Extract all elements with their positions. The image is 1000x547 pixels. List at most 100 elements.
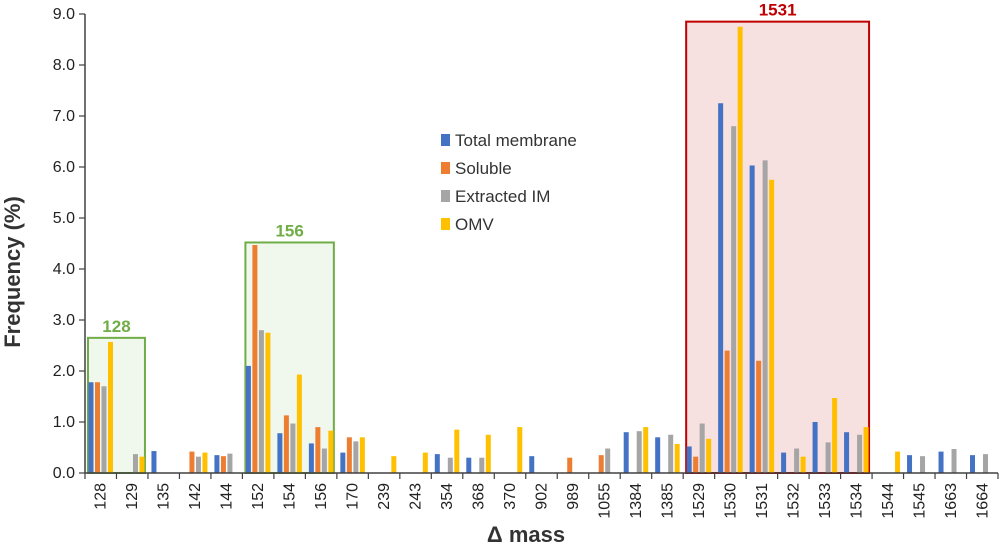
bars (88, 26, 989, 473)
legend-swatch (441, 162, 450, 174)
x-tick-label: 1385 (659, 483, 676, 519)
bar-total-membrane-154 (277, 433, 283, 473)
bar-omv-370 (517, 427, 523, 473)
y-tick-label: 0.0 (53, 465, 75, 482)
bar-soluble-170 (346, 437, 352, 473)
bar-extracted-im-128 (101, 386, 107, 473)
bar-extracted-im-1664 (983, 454, 989, 473)
legend-label: Total membrane (455, 131, 577, 150)
x-tick-label: 1544 (880, 483, 897, 519)
bar-extracted-im-1534 (857, 434, 863, 473)
region-label-128: 128 (102, 317, 130, 336)
y-tick-label: 6.0 (53, 159, 75, 176)
x-tick-label: 902 (534, 483, 551, 510)
highlight-region-1531 (685, 20, 871, 475)
bar-soluble-156 (315, 427, 321, 473)
y-tick-label: 1.0 (53, 414, 75, 431)
x-tick-label: 129 (124, 483, 141, 510)
bar-extracted-im-154 (290, 423, 296, 473)
bar-omv-1534 (863, 427, 869, 473)
bar-extracted-im-1530 (731, 126, 737, 473)
x-tick-label: 156 (313, 483, 330, 510)
bar-total-membrane-135 (151, 451, 157, 473)
bar-total-membrane-902 (529, 456, 535, 473)
bar-total-membrane-1531 (749, 165, 755, 473)
bar-total-membrane-1533 (812, 422, 818, 473)
bar-extracted-im-354 (447, 457, 453, 473)
x-tick-label: 1055 (596, 483, 613, 519)
x-axis-title: Δ mass (487, 522, 565, 547)
bar-total-membrane-1532 (781, 452, 787, 473)
x-tick-label: 135 (156, 483, 173, 510)
x-tick-label: 154 (282, 483, 299, 510)
bar-extracted-im-152 (258, 330, 264, 473)
bar-soluble-152 (252, 245, 258, 473)
bar-total-membrane-1385 (655, 437, 661, 473)
bar-soluble-1530 (724, 350, 730, 473)
axes (79, 13, 999, 479)
bar-extracted-im-142 (195, 456, 201, 473)
bar-omv-156 (328, 430, 334, 473)
bar-soluble-154 (283, 415, 289, 473)
x-tick-label: 243 (408, 483, 425, 510)
x-tick-label: 239 (376, 483, 393, 510)
x-tick-label: 1663 (943, 483, 960, 519)
x-tick-label: 1664 (974, 483, 991, 519)
bar-soluble-128 (94, 382, 100, 473)
bar-omv-1529 (706, 438, 712, 473)
bar-extracted-im-1385 (668, 434, 674, 473)
x-tick-label: 1384 (628, 483, 645, 519)
bar-total-membrane-152 (245, 365, 251, 473)
x-tick-label: 989 (565, 483, 582, 510)
bar-omv-354 (454, 429, 460, 473)
x-tick-label: 1531 (754, 483, 771, 519)
bar-omv-152 (265, 332, 271, 473)
y-tick-label: 9.0 (53, 6, 75, 23)
region-label-156: 156 (275, 221, 303, 240)
x-tick-label: 1529 (691, 483, 708, 519)
bar-omv-154 (296, 374, 302, 473)
x-tick-label: 170 (345, 483, 362, 510)
bar-omv-368 (485, 434, 491, 473)
y-tick-label: 2.0 (53, 363, 75, 380)
bar-omv-1530 (737, 26, 743, 473)
bar-total-membrane-1384 (623, 432, 629, 473)
legend-label: OMV (455, 215, 494, 234)
x-tick-label: 1534 (848, 483, 865, 519)
x-tick-label: 128 (93, 483, 110, 510)
bar-total-membrane-1664 (970, 455, 976, 473)
bar-omv-170 (359, 437, 365, 473)
bar-soluble-989 (567, 457, 573, 473)
y-tick-label: 8.0 (53, 57, 75, 74)
x-tick-label: 354 (439, 483, 456, 510)
x-tick-label: 370 (502, 483, 519, 510)
bar-soluble-1529 (693, 456, 699, 473)
bar-soluble-1531 (756, 360, 762, 473)
bar-total-membrane-144 (214, 455, 220, 473)
bar-omv-142 (202, 452, 208, 473)
legend: Total membrane Soluble Extracted IM OMV (441, 131, 577, 234)
x-tick-label: 1532 (785, 483, 802, 519)
bar-soluble-1055 (598, 455, 604, 473)
bar-extracted-im-170 (353, 441, 359, 473)
bar-total-membrane-354 (434, 454, 440, 473)
y-tick-label: 4.0 (53, 261, 75, 278)
bar-total-membrane-170 (340, 452, 346, 473)
x-tick-label: 1533 (817, 483, 834, 519)
bar-extracted-im-1533 (825, 442, 831, 473)
bar-omv-243 (422, 452, 428, 473)
bar-total-membrane-368 (466, 457, 472, 473)
legend-label: Extracted IM (455, 187, 550, 206)
y-tick-label: 5.0 (53, 210, 75, 227)
bar-omv-129 (139, 456, 145, 473)
bar-extracted-im-156 (321, 448, 327, 473)
bar-omv-239 (391, 456, 397, 473)
bar-extracted-im-368 (479, 457, 485, 473)
bar-omv-1531 (769, 179, 775, 473)
bar-soluble-142 (189, 451, 195, 473)
bar-total-membrane-1534 (844, 432, 850, 473)
bar-soluble-144 (220, 456, 226, 473)
bar-omv-1544 (895, 451, 901, 473)
x-tick-label: 152 (250, 483, 267, 510)
